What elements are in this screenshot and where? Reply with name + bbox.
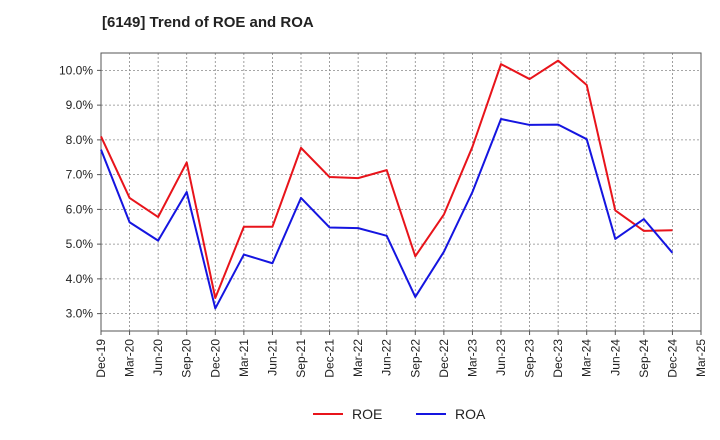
x-tick-label: Jun-24 xyxy=(608,339,622,376)
x-tick-label: Jun-23 xyxy=(494,339,508,376)
chart-title: [6149] Trend of ROE and ROA xyxy=(102,14,314,31)
x-tick-label: Sep-24 xyxy=(637,339,651,378)
x-tick-label: Mar-22 xyxy=(351,339,365,377)
x-tick-label: Dec-20 xyxy=(208,339,222,378)
x-tick-label: Jun-21 xyxy=(265,339,279,376)
y-tick-label: 9.0% xyxy=(66,98,94,112)
y-tick-label: 6.0% xyxy=(66,202,94,216)
x-tick-label: Mar-24 xyxy=(580,339,594,377)
x-tick-label: Mar-21 xyxy=(237,339,251,377)
x-tick-label: Mar-23 xyxy=(465,339,479,377)
x-tick-label: Dec-24 xyxy=(665,339,679,378)
series-line-roe xyxy=(100,59,673,299)
y-tick-label: 3.0% xyxy=(66,307,94,321)
x-tick-label: Dec-23 xyxy=(551,339,565,378)
x-tick-label: Sep-23 xyxy=(523,339,537,378)
legend-label-roa: ROA xyxy=(455,406,486,422)
y-tick-label: 4.0% xyxy=(66,272,94,286)
x-tick-label: Sep-21 xyxy=(294,339,308,378)
x-tick-label: Mar-25 xyxy=(694,339,708,377)
series-line-roa xyxy=(100,118,674,310)
y-tick-label: 8.0% xyxy=(66,133,94,147)
y-tick-label: 7.0% xyxy=(66,168,94,182)
legend: ROE ROA xyxy=(313,406,486,422)
x-tick-label: Sep-22 xyxy=(408,339,422,378)
x-tick-label: Jun-20 xyxy=(151,339,165,376)
x-axis: Dec-19 Mar-20 Jun-20 Sep-20 Dec-20 Mar-21 Jun-… xyxy=(94,331,708,378)
x-tick-label: Jun-22 xyxy=(380,339,394,376)
x-tick-label: Dec-19 xyxy=(94,339,108,378)
plot-area xyxy=(100,52,702,332)
y-axis: 3.0% 4.0% 5.0% 6.0% 7.0% 8.0% 9.0% 10.0% xyxy=(59,63,101,321)
x-tick-label: Mar-20 xyxy=(123,339,137,377)
x-tick-label: Sep-20 xyxy=(180,339,194,378)
y-tick-label: 10.0% xyxy=(59,63,93,77)
grid-lines xyxy=(100,53,702,331)
y-tick-label: 5.0% xyxy=(66,237,94,251)
legend-label-roe: ROE xyxy=(352,406,382,422)
series-lines xyxy=(100,59,674,310)
x-tick-label: Dec-21 xyxy=(323,339,337,378)
x-tick-label: Dec-22 xyxy=(437,339,451,378)
